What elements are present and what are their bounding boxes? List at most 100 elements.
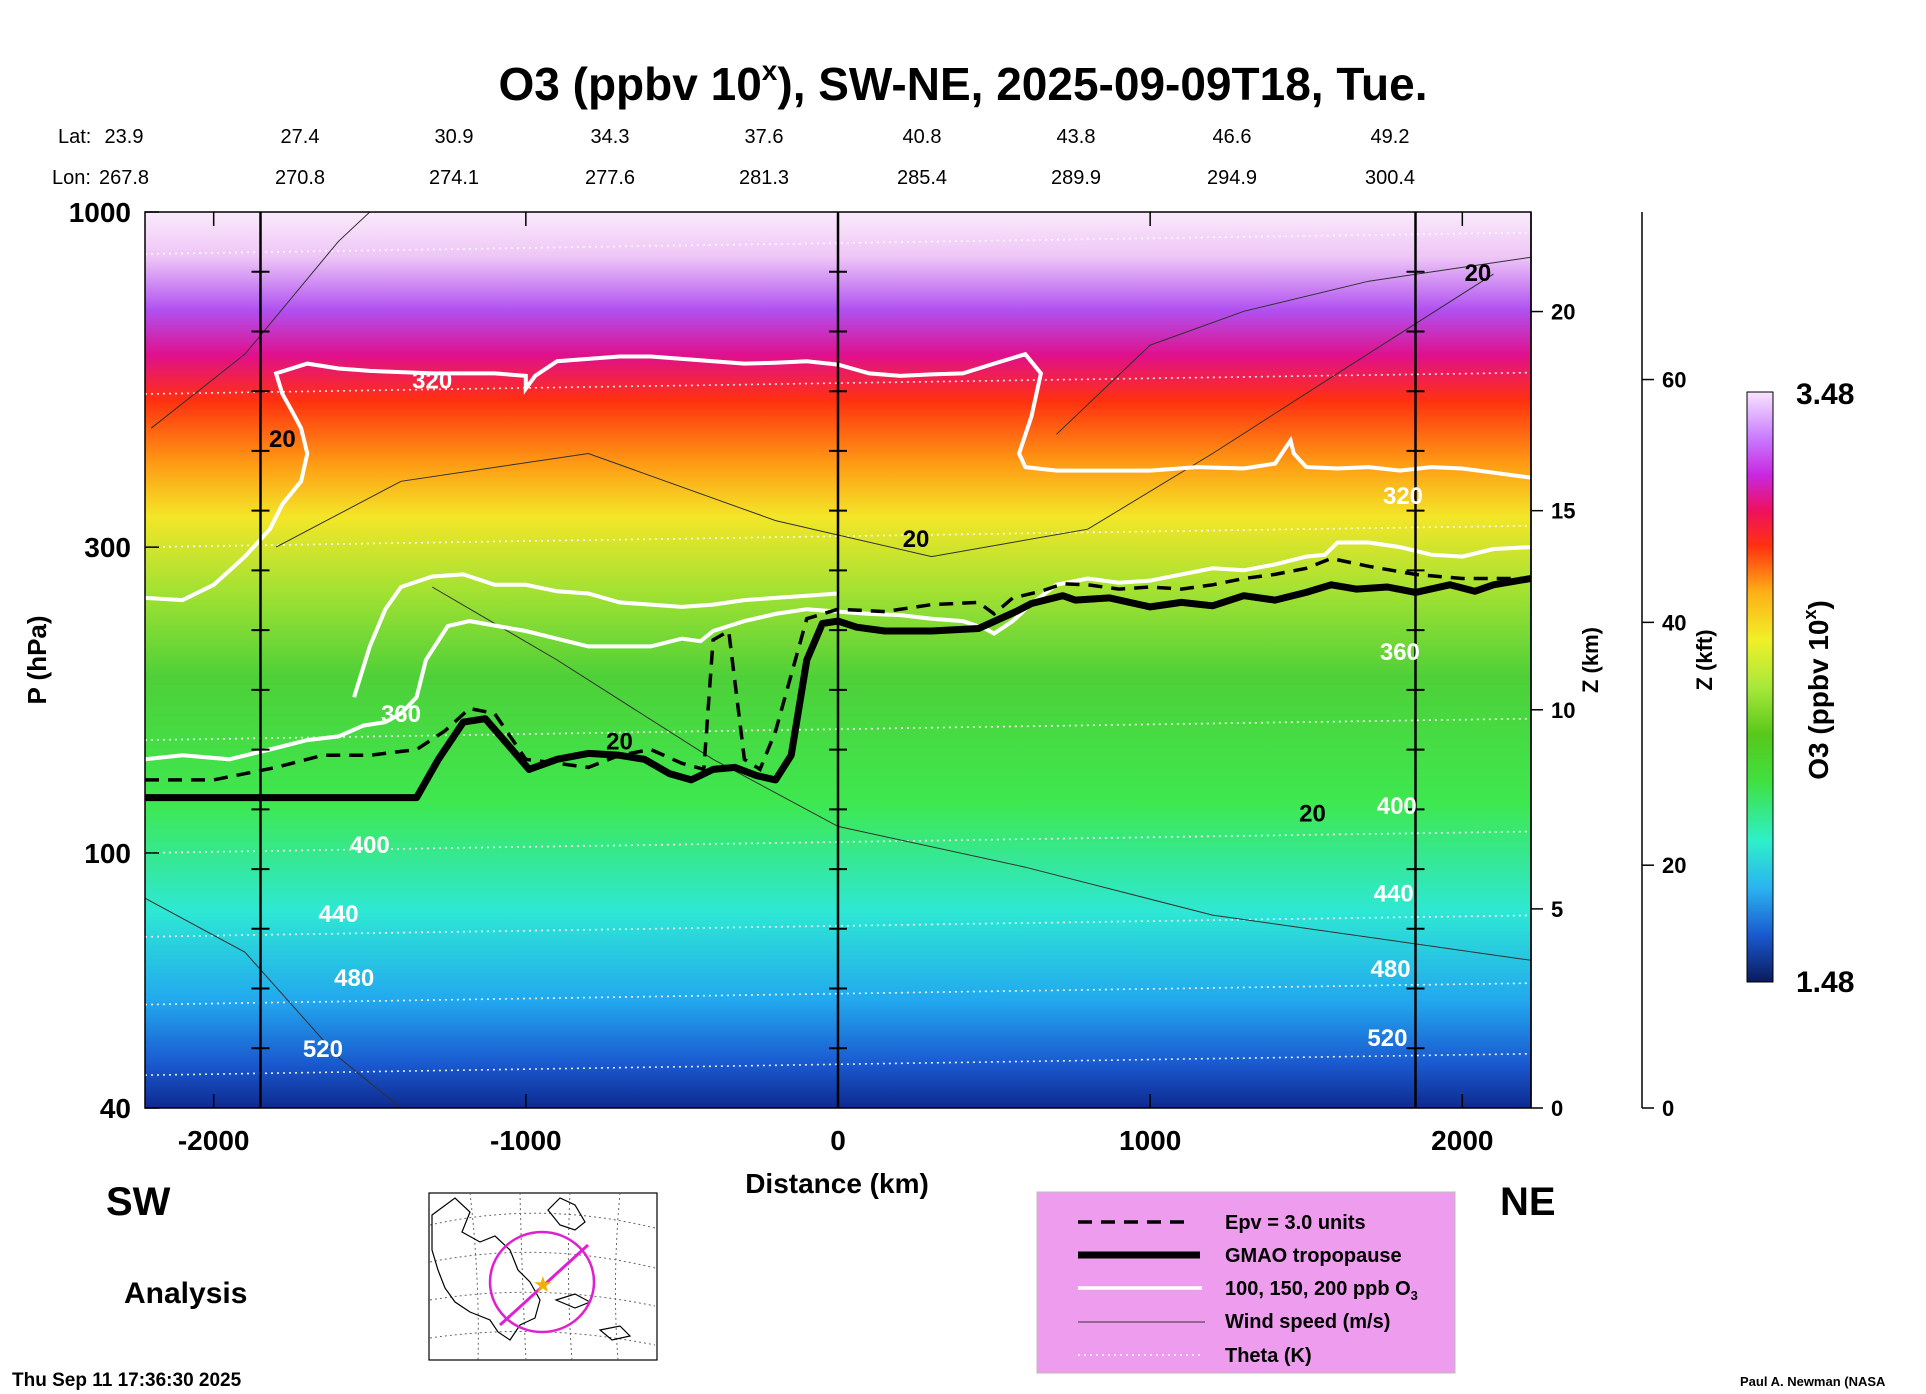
credit: Paul A. Newman (NASA (1740, 1374, 1886, 1389)
legend: Epv = 3.0 units GMAO tropopause 100, 150… (1036, 1191, 1456, 1374)
lat-value: 40.8 (903, 126, 942, 148)
x-tick-label: 1000 (1119, 1125, 1181, 1156)
theta-label: 440 (319, 901, 359, 928)
theta-label: 520 (1367, 1025, 1407, 1052)
colorbar-title-end: ) (1803, 600, 1834, 609)
z-kft-tick-label: 60 (1662, 368, 1686, 393)
map-coastline (431, 1197, 632, 1341)
map-transect-line (498, 1243, 590, 1327)
legend-ozone-text: 100, 150, 200 ppb O (1225, 1278, 1411, 1300)
theta-label: 480 (1371, 956, 1411, 983)
legend-theta-label: Theta (K) (1225, 1345, 1312, 1367)
z-km-tick-label: 10 (1551, 698, 1575, 723)
lon-value: 267.8 (99, 167, 149, 189)
lat-value: 30.9 (435, 126, 474, 148)
lon-value: 270.8 (275, 167, 325, 189)
ozone-contour-line (145, 351, 1531, 603)
z-km-tick-label: 5 (1551, 897, 1563, 922)
map-star-icon: ★ (533, 1272, 553, 1297)
z-km-tick-label: 15 (1551, 499, 1575, 524)
lat-value: 23.9 (105, 126, 144, 148)
theta-label: 400 (1377, 793, 1417, 820)
lat-value: 27.4 (281, 126, 320, 148)
lon-value: 294.9 (1207, 167, 1257, 189)
lat-value: 43.8 (1057, 126, 1096, 148)
lat-value: 37.6 (745, 126, 784, 148)
x-tick-label: 2000 (1431, 1125, 1493, 1156)
lon-label: Lon: (52, 167, 91, 189)
wind-speed-label: 20 (1465, 260, 1492, 287)
inset-map: ★ (428, 1192, 658, 1361)
z-kft-tick-label: 0 (1662, 1096, 1674, 1121)
lat-value: 46.6 (1213, 126, 1252, 148)
p-tick-label: 40 (100, 1093, 131, 1124)
x-axis-title: Distance (km) (745, 1168, 929, 1199)
theta-label: 400 (350, 832, 390, 859)
theta-label: 360 (381, 701, 421, 728)
axes-layer: -2000 -1000 0 1000 2000 40 100 300 1000 0 5 10 15 20 0… (69, 197, 1687, 1156)
theta-label: 360 (1380, 639, 1420, 666)
title-main: O3 (ppbv 10 (499, 58, 762, 110)
timestamp: Thu Sep 11 17:36:30 2025 (12, 1370, 242, 1391)
colorbar-max-label: 3.48 (1796, 378, 1854, 411)
chart-title: O3 (ppbv 10x), SW-NE, 2025-09-09T18, Tue… (499, 55, 1428, 110)
lon-value: 289.9 (1051, 167, 1101, 189)
colorbar (1746, 391, 1774, 983)
lat-value: 49.2 (1371, 126, 1410, 148)
legend-ozone-label: 100, 150, 200 ppb O3 (1225, 1278, 1418, 1303)
lat-lon-values: 23.9 27.4 30.9 34.3 37.6 40.8 43.8 46.6 49.2 267.… (99, 126, 1415, 189)
colorbar-title-main: O3 (ppbv 10 (1803, 620, 1834, 780)
y-axis-title: P (hPa) (22, 615, 52, 704)
z-km-axis-title: Z (km) (1578, 627, 1603, 693)
lat-value: 34.3 (591, 126, 630, 148)
tropopause-line (145, 575, 1531, 802)
lon-value: 281.3 (739, 167, 789, 189)
wind-speed-label: 20 (269, 426, 296, 453)
ne-label: NE (1500, 1180, 1556, 1224)
title-rest: ), SW-NE, 2025-09-09T18, Tue. (777, 58, 1427, 110)
z-km-tick-label: 0 (1551, 1096, 1563, 1121)
lon-value: 300.4 (1365, 167, 1415, 189)
theta-label: 520 (303, 1036, 343, 1063)
wind-speed-label: 20 (1299, 800, 1326, 827)
lon-value: 285.4 (897, 167, 947, 189)
x-tick-label: 0 (830, 1125, 846, 1156)
wind-speed-label: 20 (606, 729, 633, 756)
z-kft-tick-label: 40 (1662, 610, 1686, 635)
legend-ozone-subscript: 3 (1411, 1288, 1418, 1303)
wind-speed-label: 20 (903, 526, 930, 553)
wind-speed-line (1056, 256, 1531, 435)
wind-speed-line (145, 897, 402, 1108)
ozone-contour-line (352, 572, 839, 698)
x-tick-label: -2000 (178, 1125, 250, 1156)
wind-speed-line (150, 212, 371, 429)
colorbar-title-sup: x (1800, 610, 1820, 620)
z-km-tick-label: 20 (1551, 300, 1575, 325)
legend-tropopause-label: GMAO tropopause (1225, 1245, 1402, 1267)
p-tick-label: 1000 (69, 197, 131, 228)
sw-label: SW (106, 1180, 171, 1224)
theta-label: 320 (412, 368, 452, 395)
legend-epv-label: Epv = 3.0 units (1225, 1212, 1366, 1234)
theta-label: 440 (1374, 880, 1414, 907)
analysis-label: Analysis (124, 1277, 247, 1310)
wind-speed-line (275, 273, 1494, 558)
colorbar-title: O3 (ppbv 10x) (1800, 600, 1834, 780)
title-superscript: x (762, 55, 778, 86)
x-tick-label: -1000 (490, 1125, 562, 1156)
z-kft-axis-title: Z (kft) (1692, 629, 1717, 690)
contour-layer: 520 480 440 400 360 320 520 480 440 400 360 320 20 20… (145, 212, 1531, 1108)
ozone-contour-line (145, 540, 1531, 762)
theta-label: 480 (334, 965, 374, 992)
epv-line (145, 556, 1531, 782)
lat-label: Lat: (58, 126, 91, 148)
p-tick-label: 300 (84, 532, 131, 563)
plot-area: 520 480 440 400 360 320 520 480 440 400 360 320 20 20… (145, 212, 1531, 1108)
map-range-circle (488, 1230, 596, 1334)
lon-value: 274.1 (429, 167, 479, 189)
p-tick-label: 100 (84, 838, 131, 869)
z-kft-tick-label: 20 (1662, 853, 1686, 878)
lon-value: 277.6 (585, 167, 635, 189)
colorbar-min-label: 1.48 (1796, 966, 1854, 999)
